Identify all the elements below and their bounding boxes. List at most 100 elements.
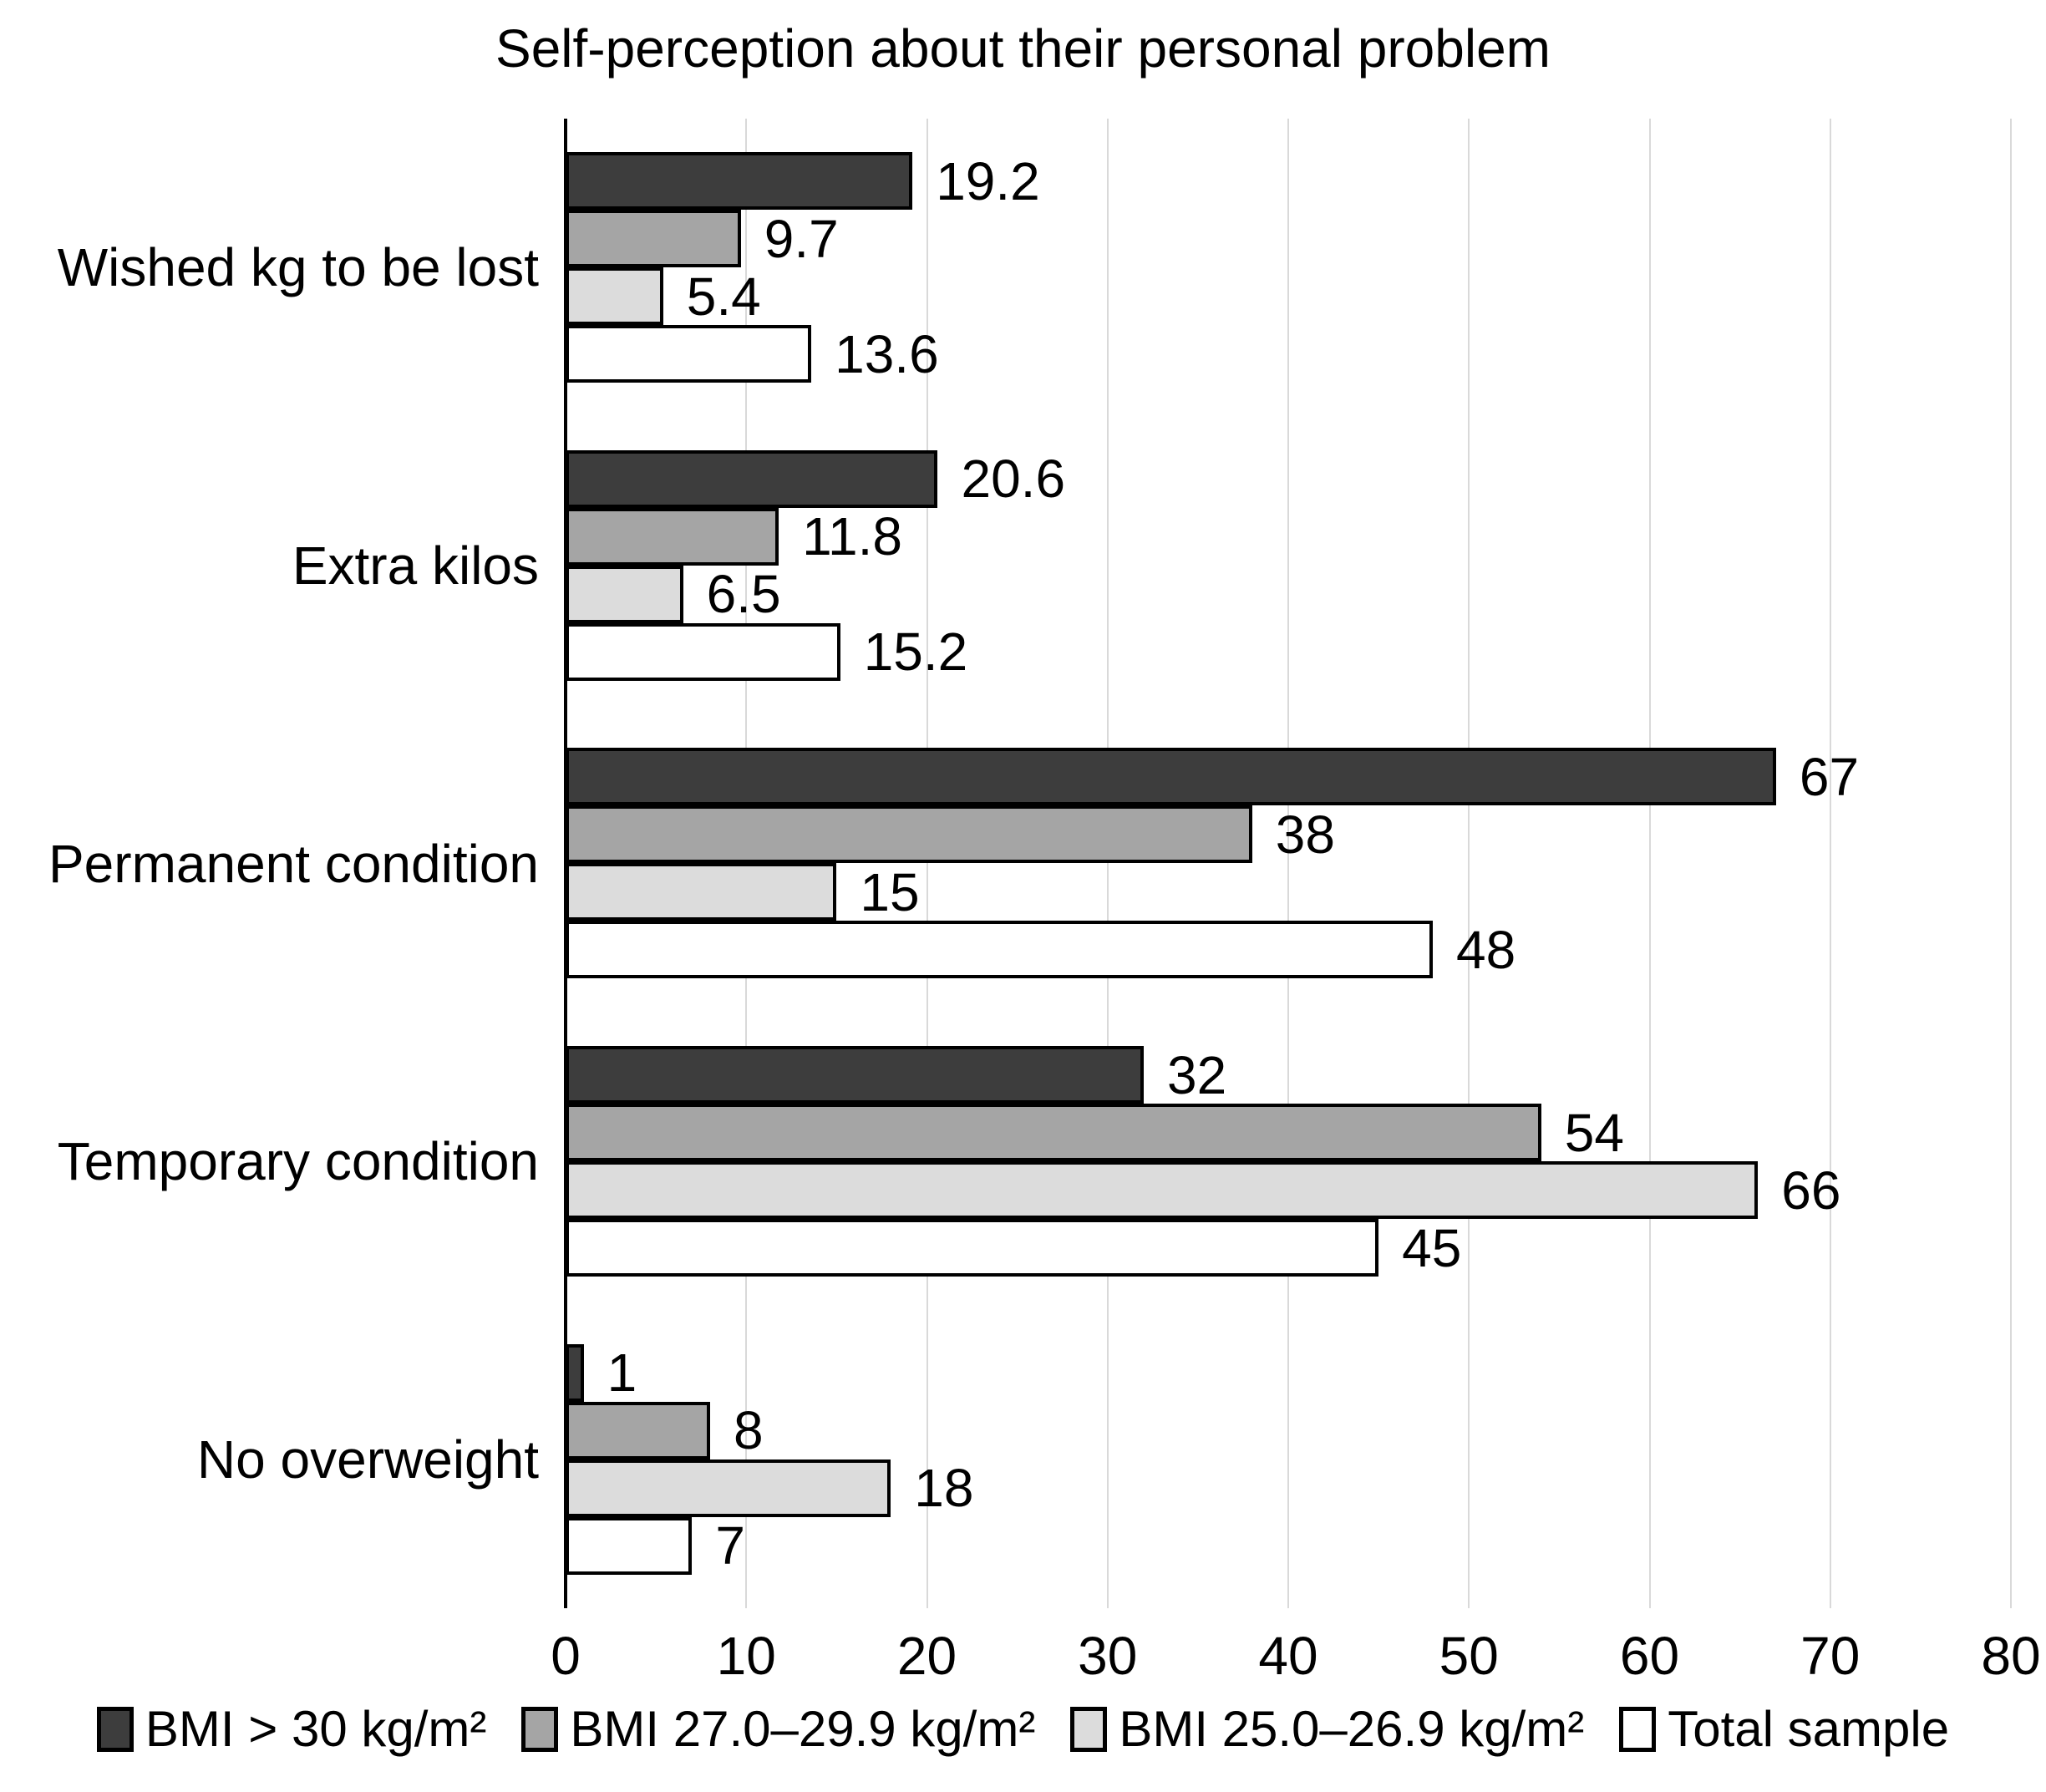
legend-swatch-icon	[96, 1707, 134, 1752]
x-tick-label: 50	[1439, 1626, 1499, 1686]
legend-swatch-icon	[1070, 1707, 1108, 1752]
legend-item: BMI 27.0–29.9 kg/m²	[521, 1704, 1035, 1754]
legend-label: BMI 25.0–26.9 kg/m²	[1119, 1701, 1585, 1757]
legend-label: BMI > 30 kg/m²	[145, 1701, 487, 1757]
bar-row: 13.6	[566, 325, 2011, 383]
bar-value-label: 15	[860, 861, 920, 922]
legend-item: Total sample	[1619, 1704, 1949, 1754]
bar	[566, 565, 683, 623]
bar-value-label: 20.6	[961, 449, 1066, 510]
x-tick-label: 80	[1981, 1626, 2041, 1686]
bar-value-label: 19.2	[936, 150, 1040, 211]
legend-item: BMI > 30 kg/m²	[96, 1701, 487, 1757]
legend-label: BMI 27.0–29.9 kg/m²	[570, 1701, 1036, 1757]
category-band: 32 54 66 45	[566, 1013, 2011, 1311]
bar-row: 18	[566, 1459, 2011, 1517]
bar	[566, 1401, 710, 1459]
bar	[566, 507, 779, 566]
bar-row: 6.5	[566, 564, 2011, 625]
bar-value-label: 8	[734, 1400, 764, 1461]
x-tick-label: 0	[551, 1626, 581, 1686]
category-label: Permanent condition	[48, 833, 539, 894]
bar-row: 32	[566, 1046, 2011, 1104]
bar	[566, 449, 938, 508]
legend-item: BMI 25.0–26.9 kg/m²	[1070, 1704, 1584, 1754]
legend: BMI > 30 kg/m² BMI 27.0–29.9 kg/m² BMI 25.…	[0, 1704, 2046, 1754]
bar-row: 15	[566, 863, 2011, 921]
bar-row: 15.2	[566, 622, 2011, 683]
bar	[566, 863, 837, 921]
bar-row: 8	[566, 1400, 2011, 1461]
category-label: No overweight	[196, 1429, 539, 1490]
chart-title: Self-perception about their personal pro…	[495, 18, 1551, 79]
x-tick-label: 30	[1078, 1626, 1138, 1686]
category-band: 19.2 9.7 5.4 13.6	[566, 119, 2011, 417]
bar-value-label: 7	[715, 1515, 745, 1576]
bar-value-label: 32	[1167, 1044, 1227, 1105]
gridline	[1648, 119, 1651, 1608]
bar	[566, 325, 812, 383]
bar	[566, 1516, 693, 1575]
bar-row: 11.8	[566, 506, 2011, 567]
gridline	[1287, 119, 1289, 1608]
bar	[566, 1459, 891, 1517]
bar-value-label: 67	[1799, 746, 1860, 807]
legend-label: Total sample	[1668, 1701, 1950, 1757]
bar-row: 7	[566, 1515, 2011, 1576]
category-label: Wished kg to be lost	[57, 237, 539, 298]
gridline	[926, 119, 928, 1608]
bar-value-label: 13.6	[835, 323, 939, 384]
plot-area: 19.2 9.7 5.4 13.6 20.6 11.8 6.5 15.2 67 38 15 48 32 5…	[551, 119, 2041, 1683]
bar	[566, 1161, 1759, 1220]
bar-row: 19.2	[566, 150, 2011, 211]
bar	[566, 1046, 1144, 1104]
bar-value-label: 66	[1781, 1160, 1841, 1221]
bar	[566, 1219, 1379, 1277]
bar	[566, 622, 840, 681]
y-axis-line	[564, 119, 567, 1608]
bar-row: 20.6	[566, 449, 2011, 510]
bar-row: 38	[566, 804, 2011, 865]
bar-row: 9.7	[566, 208, 2011, 269]
bar-value-label: 9.7	[764, 208, 839, 269]
bar	[566, 748, 1776, 806]
bar-row: 67	[566, 746, 2011, 807]
bar-value-label: 6.5	[706, 564, 781, 625]
bar-row: 5.4	[566, 266, 2011, 327]
bar	[566, 152, 913, 211]
gridline	[1829, 119, 1831, 1608]
category-label: Extra kilos	[292, 535, 539, 596]
category-label: Temporary condition	[57, 1130, 539, 1191]
category-band: 1 8 18 7	[566, 1310, 2011, 1608]
bar-value-label: 11.8	[802, 506, 902, 567]
x-tick-label: 60	[1619, 1626, 1680, 1686]
bar	[566, 267, 663, 326]
bar	[566, 1104, 1541, 1162]
bar-value-label: 5.4	[686, 266, 761, 327]
x-tick-label: 40	[1258, 1626, 1318, 1686]
bar-row: 54	[566, 1104, 2011, 1162]
bar-value-label: 18	[914, 1458, 974, 1519]
bar	[566, 210, 741, 268]
bar	[566, 805, 1252, 864]
bar	[566, 921, 1433, 979]
bar-row: 1	[566, 1343, 2011, 1404]
bar-value-label: 48	[1456, 919, 1516, 980]
category-band: 20.6 11.8 6.5 15.2	[566, 417, 2011, 715]
bar-row: 48	[566, 919, 2011, 980]
bar-value-label: 45	[1402, 1217, 1462, 1278]
category-band: 67 38 15 48	[566, 714, 2011, 1013]
legend-swatch-icon	[521, 1707, 559, 1752]
bar-row: 45	[566, 1219, 2011, 1277]
bar-value-label: 38	[1275, 804, 1335, 865]
gridline	[1468, 119, 1470, 1608]
x-tick-label: 70	[1800, 1626, 1861, 1686]
x-tick-label: 20	[896, 1626, 957, 1686]
legend-swatch-icon	[1619, 1707, 1657, 1752]
bar-value-label: 15.2	[863, 622, 968, 683]
gridline	[1106, 119, 1109, 1608]
x-tick-label: 10	[716, 1626, 776, 1686]
bar	[566, 1343, 584, 1402]
bar-value-label: 1	[607, 1343, 637, 1404]
